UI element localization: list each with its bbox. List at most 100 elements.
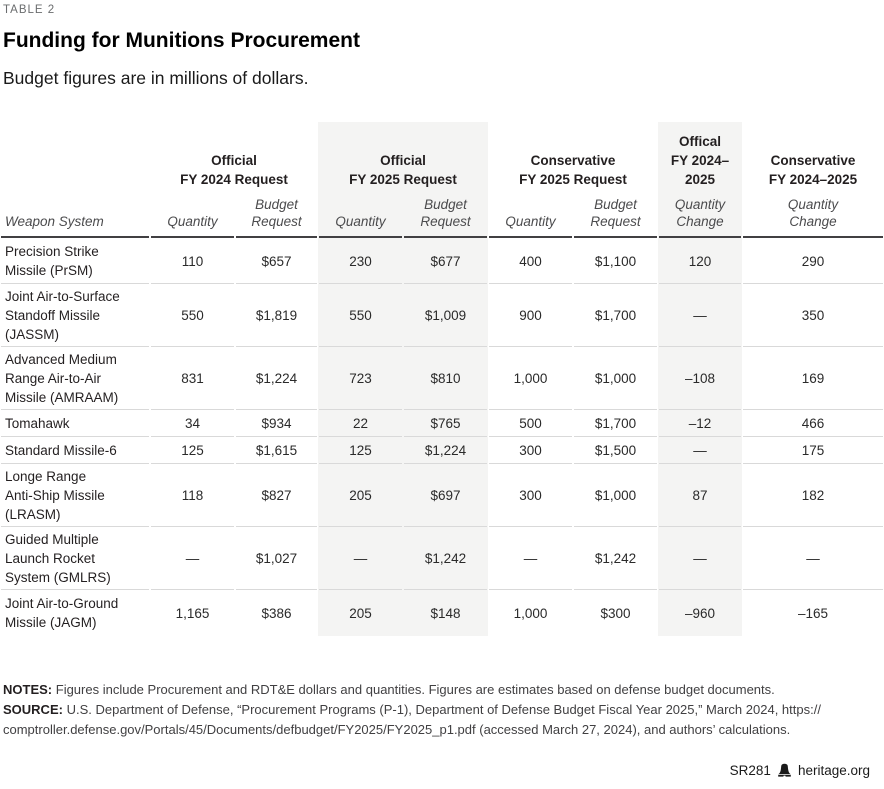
column-group-row: Official FY 2024 Request Official FY 202… [0,122,884,194]
value-cell: 550 [150,284,235,347]
value-cell: $1,242 [403,527,488,590]
value-cell: $1,500 [573,437,658,464]
value-cell: $934 [235,410,318,437]
table-row: Advanced Medium Range Air-to-Air Missile… [0,347,884,410]
value-cell: 1,000 [513,605,548,621]
value-cell: 230 [318,238,403,284]
weapon-name-cell: Joint Air-to-Ground Missile (JAGM) [5,596,119,630]
source-label: SOURCE: [3,702,63,717]
footer-report-id: SR281 [729,763,771,778]
value-cell: 290 [742,238,884,284]
value-cell: $1,000 [573,347,658,410]
value-cell: $1,000 [573,464,658,527]
value-cell: 125 [318,437,403,464]
table-row: Standard Missile-6 125 $1,615 125 $1,224… [0,437,884,464]
page-title: Funding for Munitions Procurement [3,29,360,52]
value-cell: $657 [235,238,318,284]
value-cell: 400 [488,238,573,284]
value-cell: –108 [658,347,742,410]
footer-site: heritage.org [797,763,870,778]
value-cell: 182 [742,464,884,527]
value-cell: $1,224 [403,437,488,464]
value-cell: $148 [403,590,488,636]
value-cell: 205 [318,464,403,527]
col-quantity-change-offical: Quantity Change [658,194,742,238]
value-cell: 120 [658,238,742,284]
group-conservative-fy2025: Conservative FY 2025 Request [519,153,627,187]
group-official-fy2024: Official FY 2024 Request [180,153,288,187]
value-cell: 1,165 [175,605,210,621]
value-cell: — [488,527,573,590]
weapon-name-cell: Joint Air-to-Surface Standoff Missile (J… [0,284,150,347]
group-offical-change: Offical FY 2024– 2025 [658,122,742,194]
value-cell: $697 [403,464,488,527]
weapon-name-cell: Precision Strike Missile (PrSM) [0,238,150,284]
table-row: Tomahawk 34 $934 22 $765 500 $1,700 –12 … [0,410,884,437]
value-cell: 169 [742,347,884,410]
value-cell: 550 [318,284,403,347]
value-cell: 175 [742,437,884,464]
value-cell: $1,027 [235,527,318,590]
group-conservative-change: Conservative FY 2024–2025 [768,153,858,187]
value-cell: 34 [150,410,235,437]
corner-spacer [0,122,150,194]
value-cell: 723 [318,347,403,410]
heritage-liberty-bell-icon [777,763,792,778]
table-row: Joint Air-to-Ground Missile (JAGM) 1,165… [0,590,884,636]
value-cell: — [658,527,742,590]
value-cell: $1,819 [235,284,318,347]
value-cell: $1,100 [573,238,658,284]
subheader-row: Weapon System Quantity Budget Request Qu… [0,194,884,238]
table-row: Joint Air-to-Surface Standoff Missile (J… [0,284,884,347]
page-footer: SR281 heritage.org [730,763,870,778]
value-cell: $1,009 [403,284,488,347]
value-cell: $1,615 [235,437,318,464]
value-cell: $1,700 [573,284,658,347]
value-cell: $677 [403,238,488,284]
value-cell: 466 [742,410,884,437]
weapon-name-cell: Advanced Medium Range Air-to-Air Missile… [0,347,150,410]
value-cell: — [742,527,884,590]
value-cell: — [658,437,742,464]
value-cell: 500 [488,410,573,437]
value-cell: 87 [658,464,742,527]
notes-label: NOTES: [3,682,53,697]
col-quantity-change-cons: Quantity Change [742,194,884,238]
source-text: U.S. Department of Defense, “Procurement… [3,702,821,737]
value-cell: 350 [742,284,884,347]
table-row: Precision Strike Missile (PrSM) 110 $657… [0,238,884,284]
value-cell: 205 [318,590,403,636]
value-cell: 110 [150,238,235,284]
value-cell: $765 [403,410,488,437]
table-label: TABLE 2 [3,4,56,16]
table-row: Longe Range Anti-Ship Missile (LRASM) 11… [0,464,884,527]
value-cell: — [318,527,403,590]
value-cell: 22 [318,410,403,437]
value-cell: $1,700 [573,410,658,437]
notes-text: Figures include Procurement and RDT&E do… [55,682,775,697]
table-row: Guided Multiple Launch Rocket System (GM… [0,527,884,590]
value-cell: — [658,284,742,347]
value-cell: 118 [150,464,235,527]
value-cell: $827 [235,464,318,527]
group-official-fy2025: Official FY 2025 Request [318,122,488,194]
value-cell: $810 [403,347,488,410]
col-quantity-fy2024: Quantity [150,194,235,238]
weapon-name-cell: Guided Multiple Launch Rocket System (GM… [0,527,150,590]
col-quantity-fy2025: Quantity [318,194,403,238]
value-cell: 300 [488,437,573,464]
col-budget-fy2024: Budget Request [235,194,318,238]
notes-line: NOTES: Figures include Procurement and R… [3,680,881,700]
munitions-funding-table: Official FY 2024 Request Official FY 202… [0,122,884,636]
col-quantity-cons-fy2025: Quantity [488,194,573,238]
page-subtitle: Budget figures are in millions of dollar… [3,68,309,88]
col-budget-cons-fy2025: Budget Request [573,194,658,238]
weapon-name-cell: Longe Range Anti-Ship Missile (LRASM) [0,464,150,527]
value-cell: $300 [600,605,631,621]
value-cell: $1,224 [235,347,318,410]
source-line: SOURCE: U.S. Department of Defense, “Pro… [3,700,881,740]
value-cell: –165 [797,605,829,621]
notes-block: NOTES: Figures include Procurement and R… [3,680,881,740]
col-weapon-system: Weapon System [0,194,150,238]
value-cell: 300 [488,464,573,527]
